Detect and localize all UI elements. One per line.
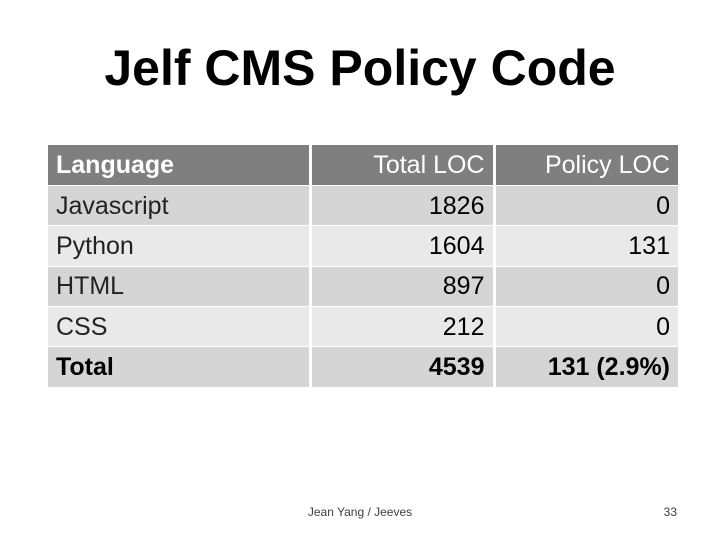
table-row: Python 1604 131 (48, 225, 678, 267)
cell-language: Javascript (48, 185, 312, 227)
cell-total-loc: 212 (310, 306, 496, 348)
cell-policy-loc: 0 (494, 306, 678, 348)
cell-total-loc: 1826 (310, 185, 496, 227)
cell-policy-loc-sum: 131 (2.9%) (494, 346, 678, 388)
cell-total-loc-sum: 4539 (310, 346, 496, 388)
loc-table: Language Total LOC Policy LOC Javascript… (48, 145, 678, 388)
slide-footer: Jean Yang / Jeeves (307, 505, 413, 519)
table-row: HTML 897 0 (48, 266, 678, 308)
cell-policy-loc: 0 (494, 266, 678, 308)
slide-title: Jelf CMS Policy Code (104, 40, 616, 96)
cell-policy-loc: 0 (494, 185, 678, 227)
cell-language: HTML (48, 266, 312, 308)
header-policy-loc: Policy LOC (494, 145, 678, 186)
cell-policy-loc: 131 (494, 225, 678, 267)
table-row: Javascript 1826 0 (48, 185, 678, 227)
cell-language: Python (48, 225, 312, 267)
table-header-row: Language Total LOC Policy LOC (48, 145, 678, 186)
cell-total-loc: 1604 (310, 225, 496, 267)
table-row: CSS 212 0 (48, 306, 678, 348)
header-language: Language (48, 145, 312, 186)
cell-total-loc: 897 (310, 266, 496, 308)
cell-total-label: Total (48, 346, 312, 388)
table-total-row: Total 4539 131 (2.9%) (48, 346, 678, 388)
slide-number: 33 (663, 505, 677, 519)
header-total-loc: Total LOC (310, 145, 496, 186)
cell-language: CSS (48, 306, 312, 348)
